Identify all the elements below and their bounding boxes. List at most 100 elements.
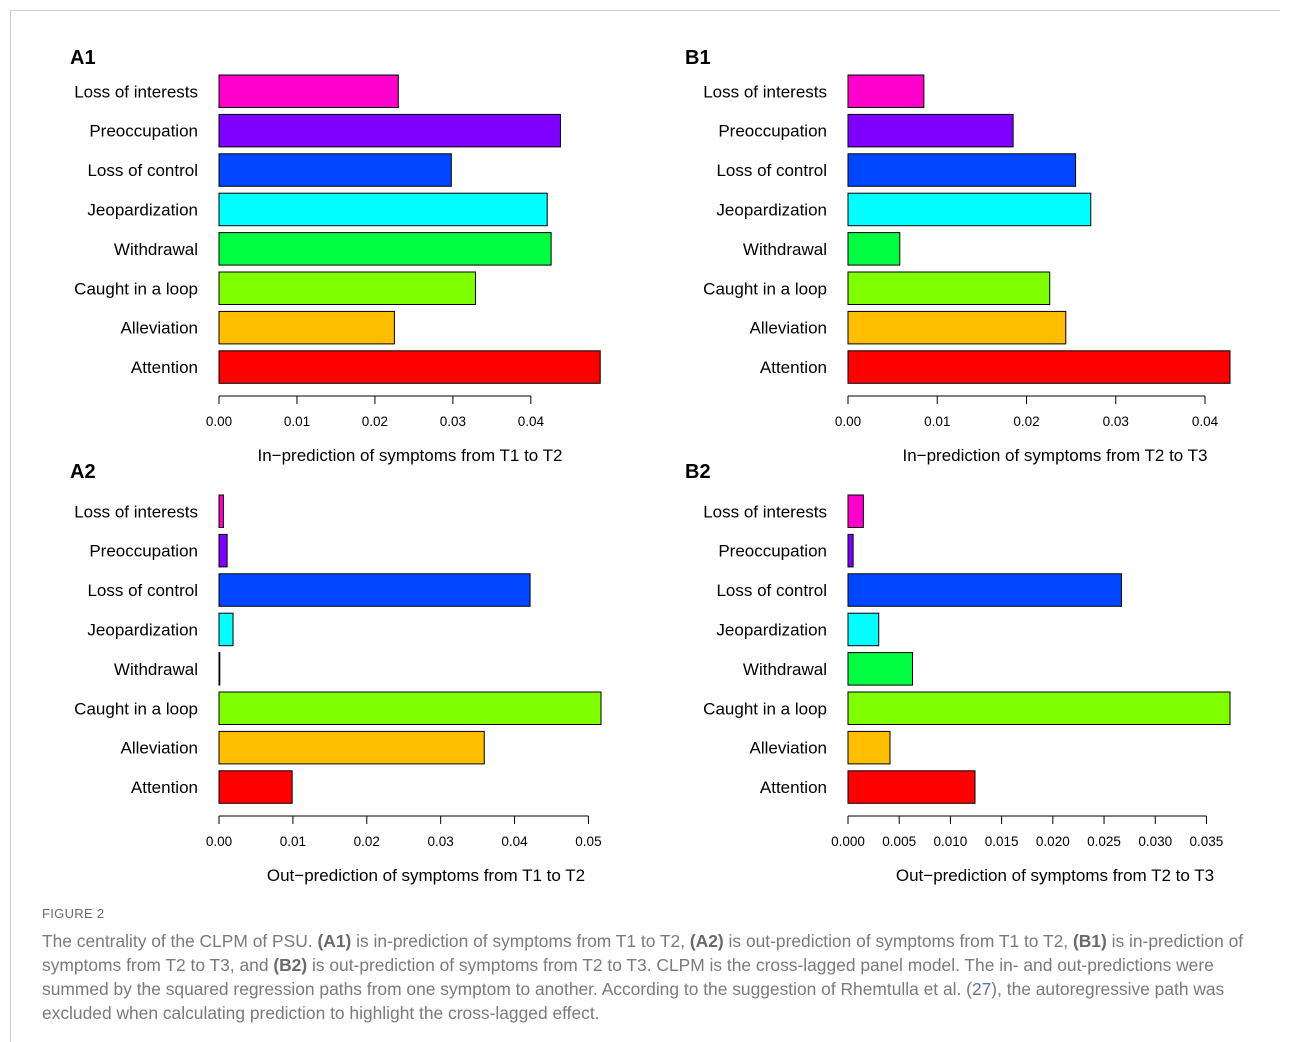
category-label: Loss of interests [74,502,198,521]
x-tick-label: 0.03 [428,834,454,849]
caption-panel-ref: (B2) [273,955,308,975]
bar-a1-6 [218,271,476,305]
bar-b1-2 [847,113,1014,148]
category-label: Caught in a loop [703,279,827,298]
x-tick-label: 0.04 [518,414,545,429]
panel-tag: A2 [70,461,96,483]
x-axis-label: Out−prediction of symptoms from T2 to T3 [896,866,1214,885]
bar-b1-8 [847,350,1231,384]
bar-a1-8 [218,350,601,384]
caption-part: ), the autoregressive path was excluded … [42,979,1225,1023]
bar-a1-3 [218,153,452,187]
caption-panel-ref: (B1) [1072,931,1107,951]
bar-b2-3 [847,573,1122,607]
panel-b2: B2 Loss of interests Preoccupation Loss of … [685,461,1231,885]
x-tick-label: 0.02 [354,834,380,849]
bar-b2-2 [847,533,854,568]
category-label: Withdrawal [743,240,827,259]
figure-charts: A1 Loss of interests Preoccupation Loss of … [70,47,1231,885]
panel-b1: B1 Loss of interests Preoccupation Loss of … [685,47,1231,465]
figure-label: FIGURE 2 [42,906,105,921]
panel-tag: B1 [685,47,711,69]
category-label: Loss of control [716,161,827,180]
bar-a2-7 [218,730,485,765]
x-tick-label: 0.03 [440,414,466,429]
caption-citation[interactable]: 27 [971,979,992,999]
bar-a2-3 [218,573,531,607]
category-label: Withdrawal [114,240,198,259]
category-label: Jeopardization [716,620,827,639]
category-label: Caught in a loop [74,279,198,298]
caption-panel-ref: (A1) [317,931,352,951]
category-label: Attention [760,358,827,377]
bar-a2-8 [218,770,293,804]
bar-b1-3 [847,153,1077,187]
category-label: Preoccupation [89,542,198,561]
x-tick-label: 0.02 [362,414,388,429]
x-tick-label: 0.025 [1087,834,1121,849]
bar-b1-4 [847,192,1092,227]
x-tick-label: 0.01 [924,414,950,429]
category-label: Jeopardization [716,200,827,219]
x-tick-label: 0.020 [1036,834,1070,849]
caption-part: is out-prediction of symptoms from T1 to… [723,931,1073,951]
x-tick-label: 0.015 [985,834,1019,849]
x-tick-label: 0.05 [575,834,601,849]
caption-part: is out-prediction of symptoms from T2 to… [42,955,1214,999]
bar-b2-8 [847,770,976,804]
category-label: Alleviation [121,319,199,338]
category-label: Alleviation [121,739,199,758]
bar-a2-6 [218,691,602,725]
x-tick-label: 0.02 [1013,414,1039,429]
category-label: Loss of control [87,581,198,600]
x-tick-label: 0.01 [284,414,310,429]
caption-panel-ref: (A2) [689,931,724,951]
bar-b2-6 [847,691,1231,725]
bar-b2-4 [847,612,880,647]
category-label: Caught in a loop [703,699,827,718]
bar-a2-4 [218,612,234,647]
x-tick-label: 0.04 [1192,414,1219,429]
category-label: Preoccupation [89,122,198,141]
category-label: Caught in a loop [74,699,198,718]
bar-b1-1 [847,74,925,108]
bar-a2-5 [218,652,221,686]
bar-a1-5 [218,232,552,266]
category-label: Jeopardization [87,620,198,639]
category-label: Loss of interests [74,82,198,101]
bar-b1-6 [847,271,1051,305]
panel-tag: A1 [70,47,96,69]
x-axis-label: In−prediction of symptoms from T2 to T3 [902,446,1207,465]
category-label: Loss of control [87,161,198,180]
bar-a1-1 [218,74,399,108]
figure-caption: The centrality of the CLPM of PSU. (A1) … [42,929,1257,1025]
bar-b1-7 [847,310,1067,345]
x-tick-label: 0.00 [206,414,232,429]
category-label: Loss of control [716,581,827,600]
x-tick-label: 0.010 [934,834,968,849]
category-label: Withdrawal [743,660,827,679]
category-label: Preoccupation [718,542,827,561]
category-label: Attention [131,778,198,797]
bar-a2-2 [218,533,228,568]
x-axis-label: Out−prediction of symptoms from T1 to T2 [267,866,585,885]
x-tick-label: 0.000 [831,834,865,849]
category-label: Loss of interests [703,502,827,521]
category-label: Preoccupation [718,122,827,141]
bar-a1-7 [218,310,395,345]
x-tick-label: 0.00 [206,834,232,849]
panel-a2: A2 Loss of interests Preoccupation Loss of … [70,461,602,885]
category-label: Withdrawal [114,660,198,679]
x-tick-label: 0.00 [835,414,861,429]
panel-a1: A1 Loss of interests Preoccupation Loss of … [70,47,601,465]
bar-a2-1 [218,494,224,528]
x-axis-label: In−prediction of symptoms from T1 to T2 [257,446,562,465]
caption-part: is in-prediction of symptoms from T2 to … [42,931,1244,975]
x-tick-label: 0.005 [882,834,916,849]
bar-a1-4 [218,192,548,227]
category-label: Loss of interests [703,82,827,101]
category-label: Alleviation [750,739,828,758]
x-tick-label: 0.035 [1190,834,1224,849]
caption-part: is in-prediction of symptoms from T1 to … [351,931,690,951]
category-label: Attention [760,778,827,797]
